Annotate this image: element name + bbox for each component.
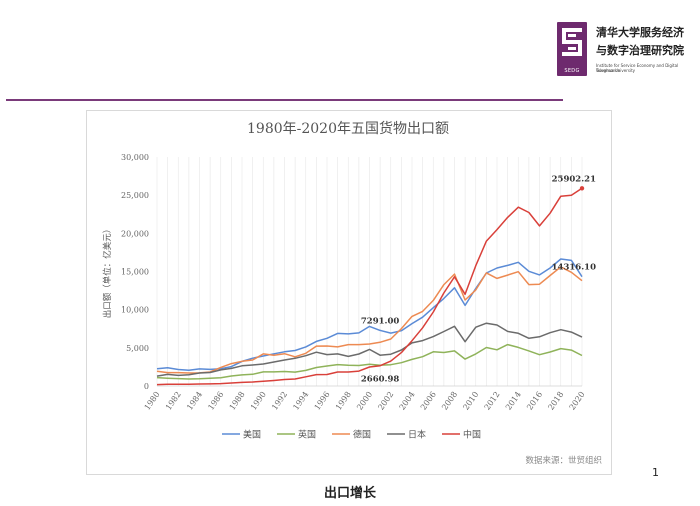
series-line-0	[156, 258, 583, 372]
data-label: 14316.10	[552, 263, 596, 273]
x-tick-label: 1984	[185, 390, 204, 412]
series-line-2	[156, 266, 583, 374]
x-tick-label: 2010	[461, 390, 480, 412]
page-number: 1	[652, 466, 659, 479]
legend-label: 德国	[353, 429, 371, 441]
x-tick-label: 2014	[504, 390, 523, 412]
x-tick-label: 2002	[376, 390, 395, 412]
institute-name-line1: 清华大学服务经济	[596, 26, 684, 39]
y-tick-label: 15,000	[121, 268, 149, 277]
x-tick-label: 2000	[355, 390, 374, 412]
header-divider	[6, 99, 563, 101]
slide-caption: 出口增长	[323, 486, 376, 501]
x-tick-label: 2020	[568, 390, 587, 412]
x-tick-label: 2016	[525, 390, 544, 412]
data-label: 2660.98	[361, 375, 400, 385]
series-line-4	[156, 187, 583, 386]
y-axis-label: 出口额（单位：亿美元）	[102, 225, 113, 319]
y-tick-label: 25,000	[121, 191, 149, 200]
y-tick-label: 10,000	[121, 306, 149, 315]
y-tick-label: 0	[144, 382, 149, 391]
logo-mark-icon	[562, 28, 582, 56]
x-tick-label: 1992	[270, 390, 289, 412]
x-tick-label: 1980	[143, 390, 162, 412]
logo-abbreviation: SEDG	[564, 68, 580, 74]
data-label: 7291.00	[361, 316, 400, 326]
legend-label: 日本	[408, 429, 426, 441]
legend-label: 美国	[243, 429, 261, 441]
x-tick-label: 1988	[228, 390, 247, 412]
y-tick-label: 5,000	[126, 344, 149, 353]
x-tick-label: 2006	[419, 390, 438, 412]
chart-title: 1980年-2020年五国货物出口额	[247, 121, 449, 137]
y-tick-label: 30,000	[121, 153, 149, 162]
x-tick-label: 1994	[291, 390, 310, 412]
legend-label: 英国	[298, 429, 316, 441]
institute-english-line1: Institute for Service Economy and Digita…	[596, 63, 679, 73]
x-tick-label: 2018	[546, 390, 565, 412]
y-tick-label: 20,000	[121, 229, 149, 238]
series-line-3	[156, 322, 583, 377]
x-tick-label: 2008	[440, 390, 459, 412]
source-note: 数据来源：世贸组织	[525, 455, 602, 466]
institute-english-line2: Tsinghua University	[596, 68, 636, 73]
institute-name-line2: 与数字治理研究院	[596, 44, 684, 57]
series-line-1	[156, 343, 583, 380]
legend-label: 中国	[463, 429, 481, 441]
x-tick-label: 1982	[164, 390, 183, 412]
x-tick-label: 1986	[206, 390, 225, 412]
x-tick-label: 1990	[249, 390, 268, 412]
x-tick-label: 2012	[483, 390, 502, 412]
x-tick-label: 1996	[313, 390, 332, 412]
x-tick-label: 1998	[334, 390, 353, 412]
institute-logo	[557, 22, 587, 76]
series-end-point	[579, 186, 585, 191]
x-tick-label: 2004	[398, 390, 417, 412]
data-label: 25902.21	[552, 174, 596, 184]
chart-frame	[86, 110, 612, 475]
